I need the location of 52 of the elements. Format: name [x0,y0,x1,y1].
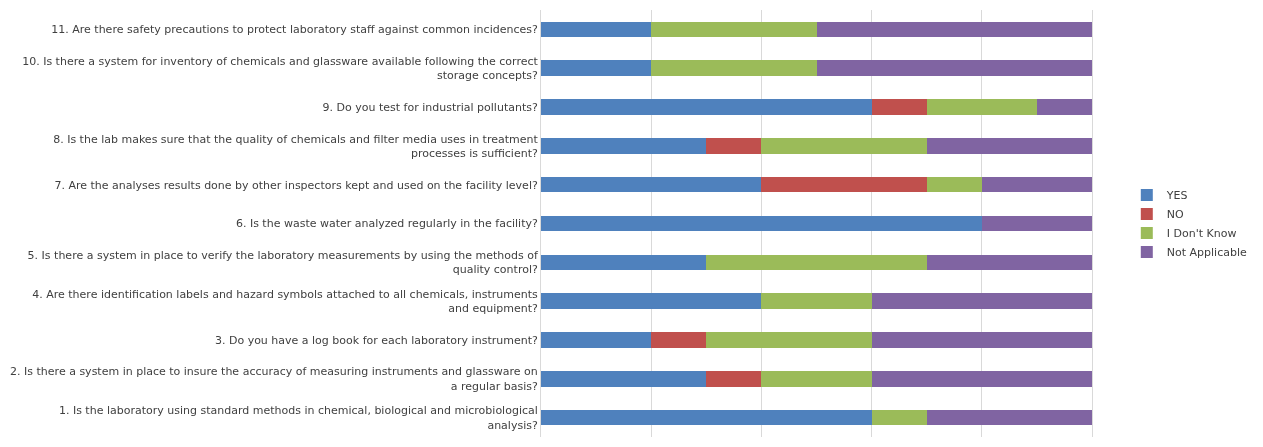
legend-label: Not Applicable [1166,246,1247,260]
y-tick-label: 11. Are there safety precautions to protect laboratory staff against common incidences? [51,23,538,37]
bar [651,332,707,348]
bar [981,176,1092,193]
y-tick-label: 1. Is the laboratory using standard methods in chemical, biological and microbiological analysis? [58,404,538,432]
y-tick-label: 7. Are the analyses results done by other inspectors kept and used on the facility level? [54,178,538,192]
legend-label: YES [1165,189,1188,203]
y-tick-label: 8. Is the lab makes sure that the quality of chemicals and filter media uses in treatment processes is sufficient? [53,132,539,160]
y-tick-label: 6. Is the waste water analyzed regularly in the facility? [235,217,538,231]
bar [706,371,762,387]
bar [871,99,927,115]
bar [926,138,1092,154]
bar [541,176,762,193]
bar [871,371,1092,387]
bar [541,60,652,76]
bar [541,99,872,115]
bar [541,254,707,271]
bar [761,293,872,309]
bar [761,371,872,387]
bar [981,215,1092,232]
y-tick-label: 9. Do you test for industrial pollutants? [322,100,538,114]
bar [761,176,927,193]
bar [541,409,872,426]
bar [926,254,1092,271]
y-tick-label: 2. Is there a system in place to insure the accuracy of measuring instruments and glassware on a regular basis? [10,365,538,393]
bar [651,60,817,76]
bar [541,293,762,309]
legend-label: NO [1166,208,1185,222]
bar [926,99,1037,115]
y-tick-label: 10. Is there a system for inventory of chemicals and glassware available following the correct storage concepts? [22,54,539,83]
bar [706,138,762,154]
legend-label: I Don't Know [1166,227,1237,241]
bar [706,332,872,348]
bar [926,409,1092,426]
bar [706,254,927,271]
bar [541,332,652,348]
y-tick-label: 4. Are there identification labels and hazard symbols attached to all chemicals, instruments and equipment? [32,287,539,316]
y-tick-label: 5. Is there a system in place to verify the laboratory measurements by using the methods of quality control? [27,249,539,277]
bar [651,21,817,38]
y-tick-label: 3. Do you have a log book for each laboratory instrument? [214,333,538,347]
bar [1036,99,1092,115]
bar [541,21,652,38]
bar [541,215,982,232]
bar [871,293,1092,309]
bar [816,21,1092,38]
bar [926,176,982,193]
bar [541,371,707,387]
bar [816,60,1092,76]
bar [541,138,707,154]
bar [871,332,1092,348]
bar [871,409,927,426]
bar [761,138,927,154]
